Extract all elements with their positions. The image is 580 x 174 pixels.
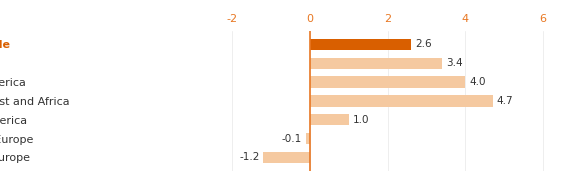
Bar: [263, 152, 310, 163]
Text: 3.4: 3.4: [446, 58, 463, 68]
Text: 1.0: 1.0: [353, 115, 369, 125]
Text: 2.6: 2.6: [415, 39, 432, 49]
Bar: [310, 95, 492, 106]
Bar: [310, 76, 466, 88]
Bar: [310, 39, 411, 50]
Bar: [310, 114, 349, 125]
Text: -0.1: -0.1: [282, 133, 302, 144]
Text: -1.2: -1.2: [239, 152, 259, 162]
Text: 4.7: 4.7: [496, 96, 513, 106]
Bar: [310, 58, 442, 69]
Text: 4.0: 4.0: [469, 77, 486, 87]
Bar: [306, 133, 310, 144]
